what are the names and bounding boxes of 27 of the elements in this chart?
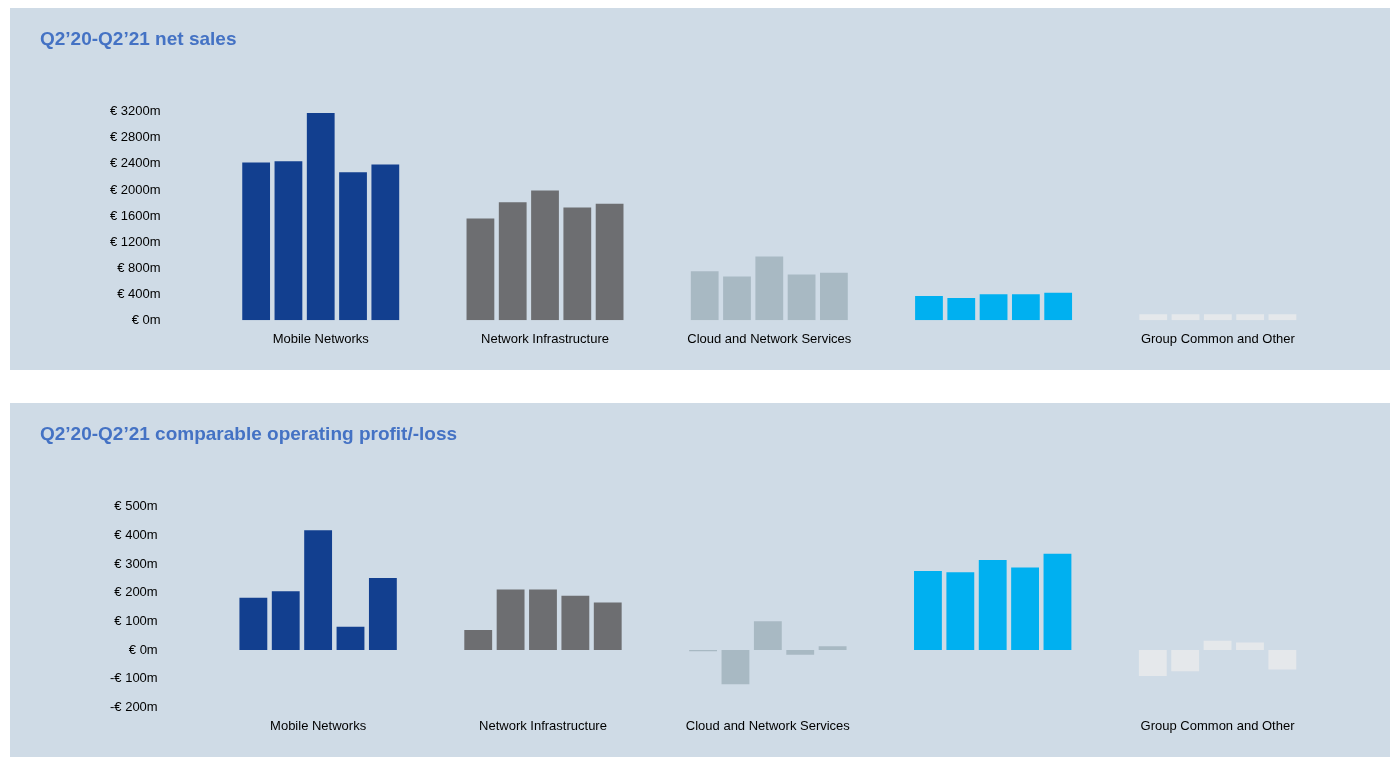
- x-tick-label: Mobile Networks: [270, 717, 367, 733]
- y-tick-label: € 800m: [117, 259, 161, 275]
- y-tick-label: € 100m: [114, 612, 158, 628]
- chart-title: Q2’20-Q2’21 comparable operating profit/-loss: [40, 423, 458, 445]
- y-tick-label: € 500m: [114, 498, 158, 514]
- y-tick-label: € 300m: [114, 555, 158, 571]
- y-tick-label: € 200m: [114, 584, 158, 600]
- chart-title: Q2’20-Q2’21 net sales: [40, 28, 237, 50]
- x-tick-label: Mobile Networks: [272, 330, 370, 346]
- y-tick-label: € 2800m: [110, 129, 161, 145]
- x-tick-label: Cloud and Network Services: [685, 717, 851, 733]
- y-tick-label: € 400m: [114, 527, 158, 543]
- x-tick-label: Group Common and Other: [1140, 330, 1296, 346]
- y-tick-label: € 1600m: [110, 207, 161, 223]
- x-tick-label: Cloud and Network Services: [687, 330, 852, 346]
- y-tick-label: € 0m: [131, 311, 161, 327]
- x-tick-label: Network Infrastructure: [479, 717, 607, 733]
- y-tick-label: € 3200m: [110, 103, 161, 119]
- y-tick-label: € 0m: [128, 641, 158, 657]
- y-tick-label: -€ 100m: [109, 670, 158, 686]
- y-tick-label: -€ 200m: [109, 698, 158, 714]
- y-tick-label: € 400m: [117, 285, 161, 301]
- y-tick-label: € 1200m: [110, 233, 161, 249]
- x-tick-label: Group Common and Other: [1140, 717, 1296, 733]
- y-tick-label: € 2400m: [110, 155, 161, 171]
- x-tick-label: Network Infrastructure: [481, 330, 609, 346]
- y-tick-label: € 2000m: [110, 181, 161, 197]
